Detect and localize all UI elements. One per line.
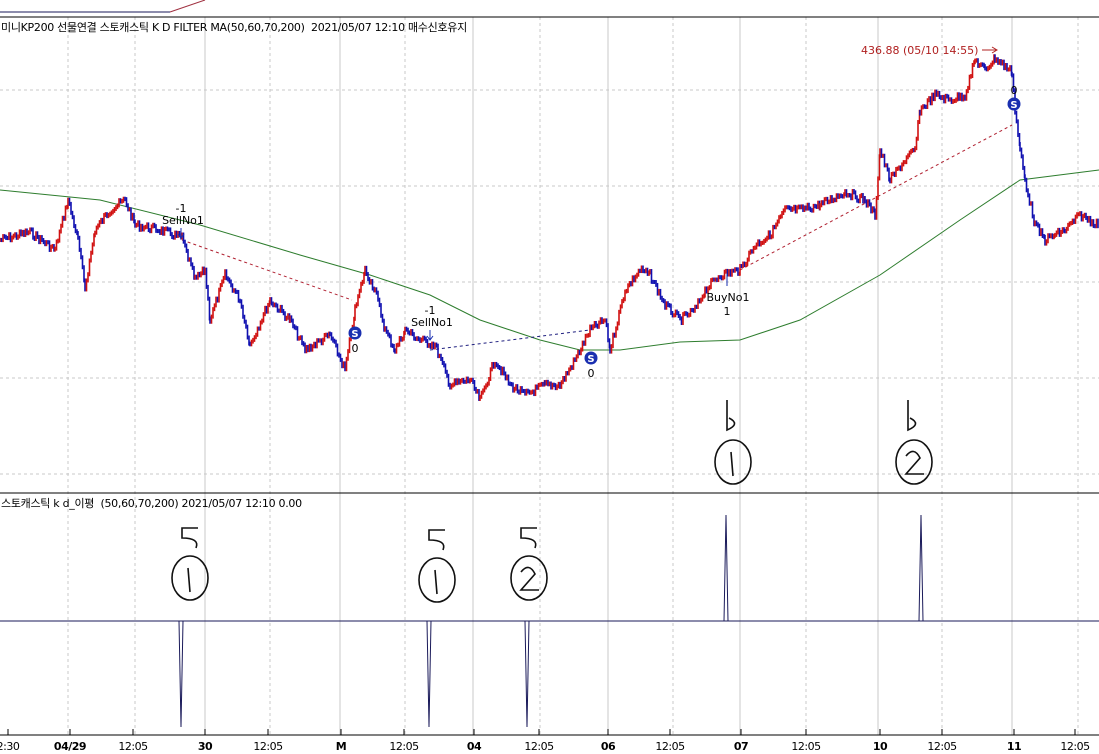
x-axis-ticks — [7, 729, 1076, 735]
x-axis-label: 30 — [197, 740, 213, 753]
arrow-down-icon — [177, 228, 185, 239]
indicator-spike-up — [918, 514, 924, 622]
x-axis-label: 12:05 — [253, 740, 283, 753]
signal-label: SellNo1 — [411, 316, 453, 329]
exit-signal-icon[interactable] — [1007, 97, 1021, 111]
handwritten-1 — [434, 569, 438, 595]
signal-qty: -1 — [176, 202, 187, 215]
handwritten-annotations — [171, 400, 933, 603]
indicator-spike-down — [426, 620, 432, 728]
indicator-spike-up — [723, 514, 729, 622]
signal-qty: -1 — [425, 304, 436, 317]
max-price-label: 436.88 (05/10 14:55) — [861, 44, 978, 57]
signal-s: S — [587, 354, 594, 365]
handwritten-b — [726, 400, 736, 432]
moving-average-line — [0, 169, 1099, 351]
indicator-series — [178, 514, 924, 728]
handwritten-circle — [418, 557, 456, 603]
x-axis-label: 12:05 — [1060, 740, 1090, 753]
handwritten-1 — [187, 567, 191, 593]
trade-connectors — [181, 124, 1013, 351]
arrow-right-icon — [982, 46, 998, 54]
trade-connector — [181, 239, 353, 301]
signal-label: BuyNo1 — [707, 291, 750, 304]
signal-qty: 0 — [588, 367, 595, 380]
x-axis-label: 04 — [466, 740, 482, 753]
handwritten-2 — [519, 566, 539, 591]
handwritten-circle — [714, 439, 752, 485]
indicator-panel-title: 스토캐스틱 k d_이평 (50,60,70,200) 2021/05/07 1… — [1, 497, 302, 510]
handwritten-5 — [181, 527, 198, 549]
price-series — [0, 54, 1099, 401]
x-axis-label: 04/29 — [53, 740, 87, 753]
x-axis-label: 12:05 — [389, 740, 419, 753]
x-axis-label: 10 — [872, 740, 888, 753]
indicator-spike-down — [178, 620, 184, 728]
handwritten-b — [907, 400, 917, 432]
handwritten-5 — [520, 527, 537, 549]
x-axis-label: 12:05 — [524, 740, 554, 753]
top-line-red — [169, 0, 206, 13]
x-axis-label: 12:05 — [655, 740, 685, 753]
x-axis-label: 11 — [1006, 740, 1022, 753]
signal-qty: 1 — [724, 305, 731, 318]
x-axis-label: 07 — [733, 740, 749, 753]
handwritten-5 — [428, 529, 445, 551]
max-price-annotation: 436.88 (05/10 14:55) — [861, 44, 998, 57]
signal-label: SellNo1 — [162, 214, 204, 227]
indicator-spike-down — [524, 620, 530, 728]
handwritten-2 — [904, 450, 924, 475]
handwritten-1 — [730, 451, 734, 477]
signal-qty: 0 — [352, 342, 359, 355]
x-axis-label: 12:05 — [927, 740, 957, 753]
handwritten-circle — [171, 555, 209, 601]
grid-lines — [0, 17, 1099, 735]
signal-s: S — [351, 329, 358, 340]
signal-s: S — [1010, 100, 1017, 111]
x-axis-label: 06 — [600, 740, 616, 753]
x-axis-label: M — [335, 740, 347, 753]
signal-qty: 0 — [1011, 84, 1018, 97]
arrow-down-icon — [426, 330, 434, 341]
handwritten-circle — [510, 555, 548, 601]
handwritten-circle — [895, 439, 933, 485]
x-axis-label: 2:30 — [0, 740, 20, 753]
exit-signal-icon[interactable] — [584, 351, 598, 365]
price-panel-title: 미니KP200 선물연결 스토캐스틱 K D FILTER MA(50,60,7… — [1, 21, 467, 34]
trade-connector — [429, 329, 591, 351]
exit-signal-icon[interactable] — [348, 326, 362, 340]
x-axis-label: 12:05 — [118, 740, 148, 753]
x-axis-label: 12:05 — [791, 740, 821, 753]
